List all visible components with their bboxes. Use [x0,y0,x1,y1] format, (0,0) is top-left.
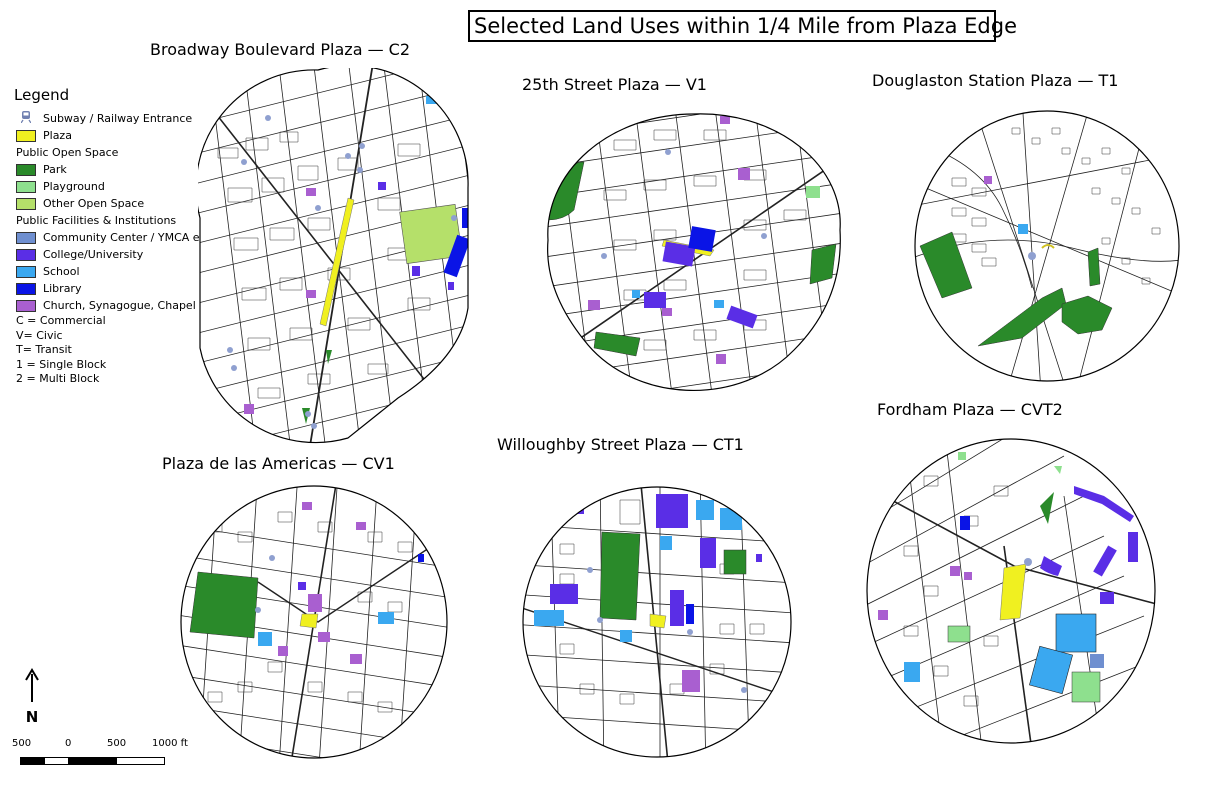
scale-bar-graphic [20,757,165,765]
legend-item-college: College/University [16,246,224,263]
legend-swatch-community-center [16,231,36,244]
legend-item-transit: Subway / Railway Entrance [16,110,224,127]
map-c2-streets [198,68,469,443]
legend-label-transit: Subway / Railway Entrance [43,112,193,125]
legend-item-library: Library [16,280,224,297]
map-ct1-streets [523,487,791,757]
legend-swatch-library [16,282,36,295]
legend-item-other-open-space: Other Open Space [16,195,224,212]
map-c2 [198,68,469,444]
main-title: Selected Land Uses within 1/4 Mile from … [468,10,1017,42]
legend-abbr-multi-block: 2 = Multi Block [16,372,100,385]
legend-swatch-playground [16,180,36,193]
map-title-t1: Douglaston Station Plaza — T1 [872,71,1119,90]
legend: Legend Subway / Railway Entrance Plaza P… [14,86,224,387]
map-t1 [914,110,1180,382]
legend-item-plaza: Plaza [16,127,224,144]
legend-label-community-center: Community Center / YMCA etc. [43,231,214,244]
north-arrow-icon [25,668,39,702]
legend-abbr-commercial: C = Commercial [16,314,106,327]
legend-swatch-college [16,248,36,261]
legend-label-playground: Playground [43,180,105,193]
scale-bar: 500 0 500 1000 ft [10,738,210,768]
north-label: N [25,708,39,726]
map-cvt2-streets [867,439,1155,743]
scale-label-1000: 1000 ft [152,738,188,749]
map-ct1 [522,486,792,758]
legend-header-facilities: Public Facilities & Institutions [16,214,177,227]
north-arrow: N [20,668,44,726]
legend-item-community-center: Community Center / YMCA etc. [16,229,224,246]
subway-icon [16,111,36,126]
legend-header-open-space: Public Open Space [16,146,119,159]
legend-swatch-park [16,163,36,176]
map-cv1-streets [181,486,447,758]
legend-title: Legend [14,86,70,104]
map-title-v1: 25th Street Plaza — V1 [522,75,707,94]
legend-label-church: Church, Synagogue, Chapel [43,299,196,312]
map-cvt2 [866,438,1156,744]
legend-item-school: School [16,263,224,280]
legend-abbr-transit: T= Transit [16,343,72,356]
legend-label-library: Library [43,282,82,295]
map-cv1 [180,485,448,759]
legend-label-plaza: Plaza [43,129,72,142]
scale-label-500-left: 500 [12,738,32,749]
legend-abbr-civic: V= Civic [16,328,63,342]
legend-item-church: Church, Synagogue, Chapel [16,297,224,314]
scale-label-0: 0 [65,738,72,749]
legend-swatch-church [16,299,36,312]
legend-label-other-open-space: Other Open Space [43,197,145,210]
legend-label-park: Park [43,163,67,176]
map-t1-streets [915,111,1179,381]
map-v1 [547,113,841,392]
legend-label-school: School [43,265,80,278]
map-title-c2: Broadway Boulevard Plaza — C2 [150,40,411,59]
scale-label-500: 500 [107,738,127,749]
map-title-ct1: Willoughby Street Plaza — CT1 [497,435,744,454]
legend-item-playground: Playground [16,178,224,195]
legend-swatch-other-open-space [16,197,36,210]
map-title-cv1: Plaza de las Americas — CV1 [162,454,395,473]
legend-abbr-single-block: 1 = Single Block [16,357,107,371]
map-v1-streets [547,113,841,391]
legend-swatch-plaza [16,129,36,142]
legend-item-park: Park [16,161,224,178]
map-title-cvt2: Fordham Plaza — CVT2 [877,400,1063,419]
legend-label-college: College/University [43,248,144,261]
legend-swatch-school [16,265,36,278]
